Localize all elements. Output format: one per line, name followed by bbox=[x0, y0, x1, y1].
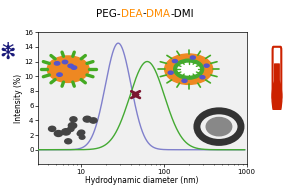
Circle shape bbox=[68, 123, 77, 129]
Circle shape bbox=[90, 118, 97, 123]
Circle shape bbox=[165, 54, 213, 84]
Circle shape bbox=[68, 127, 74, 131]
Circle shape bbox=[168, 71, 173, 74]
Circle shape bbox=[83, 116, 91, 122]
Circle shape bbox=[57, 73, 62, 76]
Circle shape bbox=[200, 76, 205, 79]
Circle shape bbox=[71, 66, 77, 69]
Circle shape bbox=[172, 60, 177, 63]
Circle shape bbox=[206, 118, 232, 136]
Circle shape bbox=[77, 132, 83, 136]
Y-axis label: Intensity (%): Intensity (%) bbox=[14, 74, 23, 123]
Text: -: - bbox=[142, 9, 146, 19]
Text: PEG-: PEG- bbox=[96, 9, 121, 19]
Circle shape bbox=[68, 64, 73, 68]
Circle shape bbox=[182, 79, 187, 82]
Circle shape bbox=[48, 126, 56, 131]
Text: *: * bbox=[1, 41, 13, 65]
Circle shape bbox=[204, 64, 209, 67]
Circle shape bbox=[175, 60, 202, 78]
Text: DMA: DMA bbox=[146, 9, 170, 19]
X-axis label: Hydrodynamic diameter (nm): Hydrodynamic diameter (nm) bbox=[85, 176, 199, 185]
Circle shape bbox=[65, 139, 72, 144]
Circle shape bbox=[54, 62, 60, 65]
Circle shape bbox=[47, 56, 89, 82]
Text: DEA: DEA bbox=[121, 9, 142, 19]
Circle shape bbox=[54, 131, 63, 136]
Text: ✻: ✻ bbox=[0, 43, 15, 62]
Circle shape bbox=[61, 129, 70, 135]
FancyBboxPatch shape bbox=[273, 47, 281, 100]
Circle shape bbox=[62, 60, 68, 64]
Circle shape bbox=[78, 130, 85, 135]
Circle shape bbox=[70, 117, 77, 122]
Text: -DMI: -DMI bbox=[170, 9, 194, 19]
Circle shape bbox=[272, 79, 282, 116]
Circle shape bbox=[190, 56, 195, 59]
Circle shape bbox=[79, 135, 85, 139]
FancyBboxPatch shape bbox=[274, 63, 280, 99]
